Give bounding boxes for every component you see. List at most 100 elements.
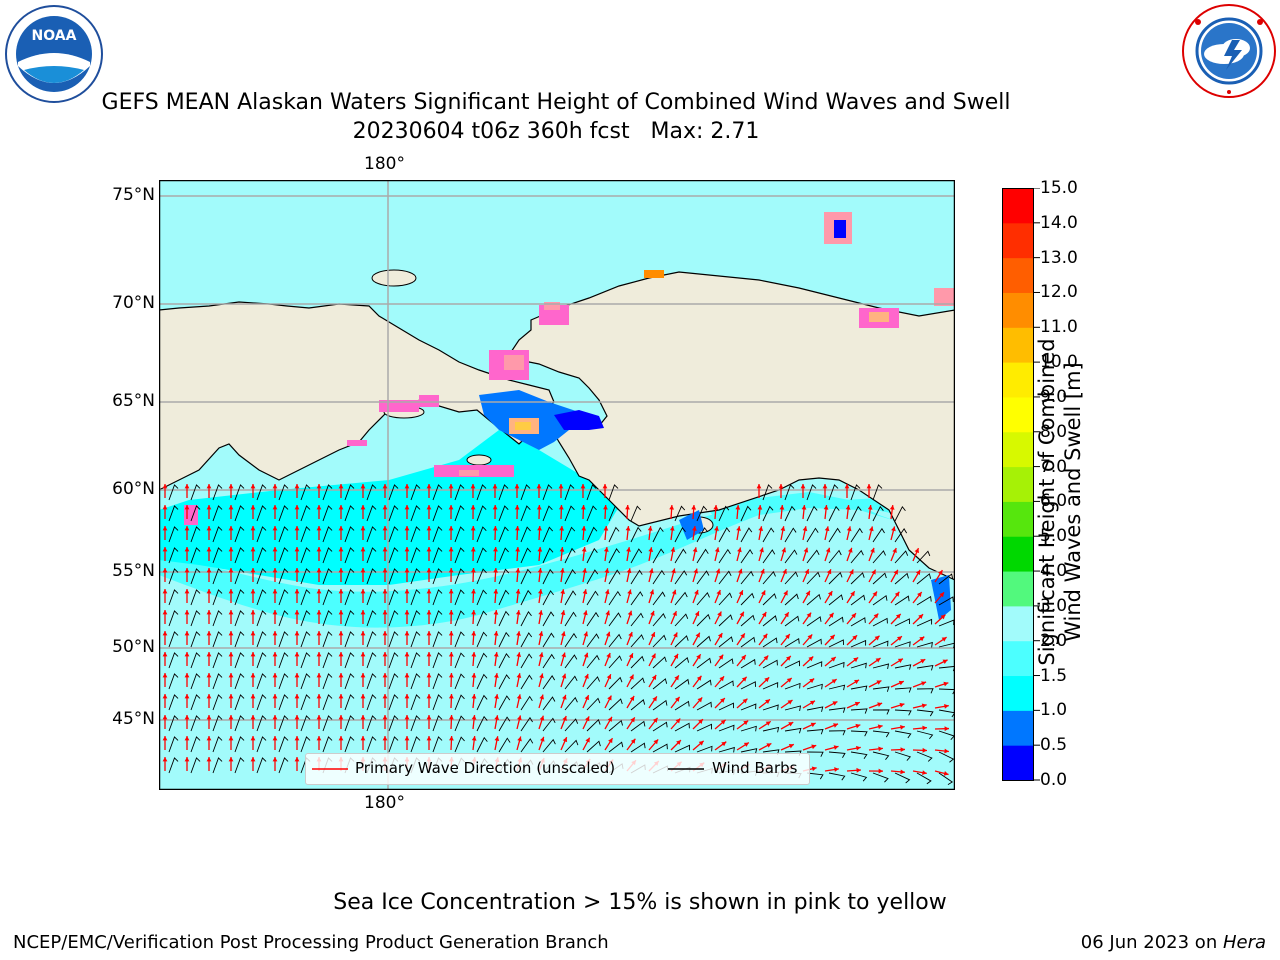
wind-barb — [718, 614, 733, 627]
wind-barb — [256, 652, 267, 669]
wind-barb — [476, 715, 488, 732]
wind-barb — [630, 742, 646, 753]
wind-barb — [278, 736, 289, 753]
wave-direction-arrowhead — [785, 634, 790, 640]
wave-direction-arrowhead — [914, 548, 919, 554]
wind-barb — [850, 505, 862, 522]
wave-direction-arrowhead — [653, 739, 659, 745]
colorbar-segment — [1002, 466, 1034, 502]
wind-barb — [718, 527, 731, 543]
wind-barb — [850, 484, 861, 501]
wave-direction-arrowhead — [493, 631, 499, 636]
wind-barb — [520, 716, 533, 732]
wind-barb — [806, 661, 823, 669]
wave-direction-arrowhead — [250, 757, 256, 762]
wind-barb — [344, 484, 355, 501]
wave-direction-arrowhead — [807, 634, 813, 640]
wind-barb — [234, 589, 245, 606]
wind-barb — [938, 772, 954, 785]
wave-direction-arrowhead — [162, 484, 168, 489]
wind-barb — [410, 736, 421, 753]
wind-barb — [828, 751, 846, 758]
wave-direction-arrowhead — [250, 589, 256, 594]
wind-barb — [168, 673, 179, 690]
wind-barb — [850, 639, 867, 648]
wave-direction-arrowhead — [206, 694, 212, 699]
wave-direction-arrowhead — [652, 717, 658, 723]
wave-direction-arrowhead — [426, 610, 432, 615]
generation-date: 06 Jun 2023 on Hera — [1081, 932, 1266, 953]
wave-direction-arrowhead — [873, 613, 879, 619]
wind-barb — [850, 594, 866, 606]
wind-barb — [278, 652, 289, 669]
wave-direction-arrowhead — [360, 652, 366, 657]
wind-barb — [652, 591, 666, 606]
wind-barb — [432, 526, 443, 543]
wave-direction-arrowhead — [382, 631, 388, 636]
wave-direction-arrowhead — [918, 614, 924, 620]
wind-barb — [872, 640, 889, 648]
wave-direction-arrowhead — [739, 611, 744, 617]
wave-direction-arrowhead — [762, 633, 768, 639]
wave-direction-arrowhead — [294, 589, 300, 594]
wave-direction-arrowhead — [360, 568, 366, 573]
colorbar-tick-label: 10.0 — [1040, 352, 1078, 373]
wave-direction-arrowhead — [228, 757, 234, 762]
wave-direction-arrowhead — [802, 526, 808, 532]
wind-barb — [256, 547, 267, 564]
wind-barb — [234, 736, 245, 753]
colorbar-segment — [1002, 292, 1034, 328]
wind-barb — [542, 547, 554, 564]
wind-barb — [410, 547, 421, 564]
wave-direction-arrowhead — [516, 673, 522, 679]
wave-direction-arrowhead — [582, 589, 588, 595]
wave-direction-arrowhead — [603, 547, 609, 552]
wind-barb — [564, 696, 578, 711]
wave-direction-arrowhead — [448, 589, 454, 594]
wind-barb — [762, 571, 776, 585]
wave-direction-arrowhead — [206, 589, 212, 594]
wind-barb — [234, 715, 245, 732]
wind-barb — [652, 656, 667, 669]
wind-barb — [410, 694, 421, 711]
wave-direction-arrowhead — [516, 694, 522, 700]
wave-direction-arrowhead — [558, 505, 564, 510]
wave-direction-arrowhead — [517, 715, 522, 721]
wind-barb — [410, 610, 421, 627]
wind-barb — [872, 484, 883, 501]
host-name: Hera — [1222, 932, 1266, 953]
wind-barb — [168, 589, 179, 606]
wave-direction-arrowhead — [647, 526, 653, 531]
wave-direction-arrowhead — [448, 610, 454, 615]
wave-direction-arrowhead — [338, 652, 344, 657]
wave-direction-arrowhead — [872, 591, 877, 597]
wave-direction-arrowhead — [811, 766, 817, 772]
wave-direction-arrowhead — [867, 505, 873, 510]
wind-barb — [828, 707, 846, 713]
wind-barb — [674, 722, 690, 732]
wave-direction-arrowhead — [669, 526, 675, 531]
wind-barb — [916, 751, 933, 762]
wave-direction-arrowhead — [868, 526, 874, 532]
wind-barb — [894, 618, 910, 627]
wind-barb — [476, 610, 488, 627]
wind-barb — [300, 526, 311, 543]
colorbar-tick-label: 2.0 — [1040, 630, 1068, 651]
wind-barb — [894, 751, 912, 761]
wind-barb — [652, 743, 668, 753]
wind-barb — [410, 631, 421, 648]
wave-direction-arrowhead — [250, 652, 256, 657]
wind-barb — [256, 589, 267, 606]
wind-barb — [894, 772, 911, 784]
wave-direction-arrowhead — [560, 610, 566, 616]
wind-barb — [322, 715, 333, 732]
wave-direction-arrowhead — [694, 589, 699, 595]
wind-barb — [740, 748, 758, 754]
wind-barb — [828, 661, 845, 669]
lat-label-50: 50°N — [112, 637, 155, 657]
wave-direction-arrowhead — [382, 505, 388, 510]
nws-logo — [1180, 2, 1278, 100]
wave-direction-arrowhead — [539, 673, 544, 679]
wind-barb — [784, 660, 800, 669]
wind-barb — [630, 612, 644, 627]
